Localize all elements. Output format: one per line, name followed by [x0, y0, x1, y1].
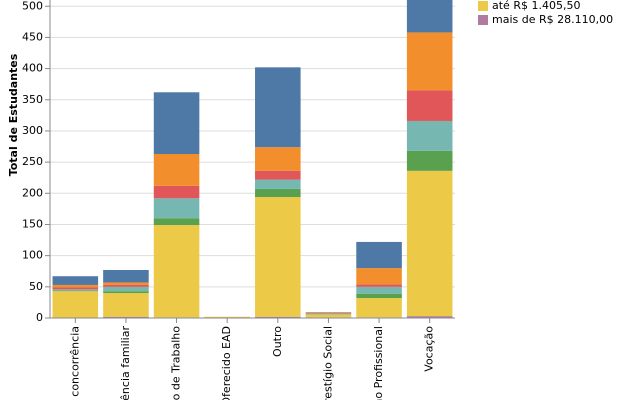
bar-segment — [255, 67, 301, 148]
bar-segment — [204, 316, 250, 318]
bar-segment — [406, 90, 453, 121]
bar-segment — [52, 276, 99, 285]
bar-segment — [255, 147, 301, 171]
x-tick-label: a concorrência — [68, 326, 81, 400]
bar-segment — [103, 293, 149, 317]
x-tick-label: Prestígio Social — [321, 326, 334, 400]
bar-segment — [305, 314, 352, 318]
y-tick-label: 350 — [22, 93, 43, 106]
bar-segment — [52, 284, 99, 288]
bar-segment — [406, 316, 453, 318]
legend-label: até R$ 1.405,50 — [492, 0, 580, 12]
x-tick-label: Oferecido EAD — [220, 326, 233, 400]
y-tick-label: 50 — [29, 280, 43, 293]
bar-segment — [406, 150, 453, 171]
bar-segment — [103, 286, 149, 292]
bar-segment — [356, 298, 402, 318]
bar-segment — [153, 154, 200, 186]
bar-segment — [153, 218, 200, 226]
bar-segment — [255, 197, 301, 317]
bar-segment — [356, 284, 402, 287]
bar-segment — [103, 282, 149, 285]
x-tick-label: ão Profissional — [372, 326, 385, 400]
bar-segment — [356, 268, 402, 285]
x-tick-label: uência familiar — [119, 326, 132, 400]
legend-swatch — [478, 1, 488, 11]
x-tick-label: Outro — [271, 326, 284, 357]
bar-segment — [153, 225, 200, 318]
bar-segment — [103, 291, 149, 294]
bar-segment — [305, 312, 352, 314]
bar-segment — [103, 316, 149, 318]
x-tick-label: do de Trabalho — [170, 326, 183, 400]
bar-segment — [52, 291, 99, 318]
legend-swatch — [478, 15, 488, 25]
bar-segment — [406, 32, 453, 91]
y-tick-label: 450 — [22, 30, 43, 43]
y-axis-title: Total de Estudantes — [7, 53, 20, 176]
bar-segment — [406, 0, 453, 33]
bar-segment — [356, 293, 402, 299]
bar-segment — [255, 170, 301, 180]
bar-segment — [305, 313, 352, 315]
y-tick-label: 400 — [22, 62, 43, 75]
y-tick-label: 150 — [22, 217, 43, 230]
bar-segment — [103, 269, 149, 283]
y-tick-label: 200 — [22, 186, 43, 199]
bar-segment — [406, 170, 453, 317]
y-tick-label: 100 — [22, 249, 43, 262]
y-tick-label: 250 — [22, 155, 43, 168]
bar-segment — [255, 316, 301, 318]
bar-segment — [153, 185, 200, 199]
legend-label: mais de R$ 28.110,00 — [492, 13, 613, 26]
bar-segment — [153, 92, 200, 155]
bar-segment — [305, 314, 352, 315]
bar-segment — [153, 198, 200, 219]
bar-segment — [103, 284, 149, 287]
y-tick-label: 500 — [22, 0, 43, 12]
bar-segment — [356, 241, 402, 269]
bar-segment — [356, 286, 402, 294]
bar-segment — [52, 287, 99, 290]
y-tick-label: 300 — [22, 124, 43, 137]
axes: 0 50 100 150 200 250 300 350 400 450 500 a concorrê… — [22, 0, 455, 400]
y-tick-label: 0 — [36, 311, 43, 324]
bars — [52, 0, 453, 318]
bar-segment — [52, 290, 99, 292]
bar-segment — [255, 188, 301, 198]
bar-segment — [255, 179, 301, 189]
bar-segment — [406, 120, 453, 151]
x-tick-label: Vocação — [423, 326, 436, 372]
bar-segment — [52, 289, 99, 291]
